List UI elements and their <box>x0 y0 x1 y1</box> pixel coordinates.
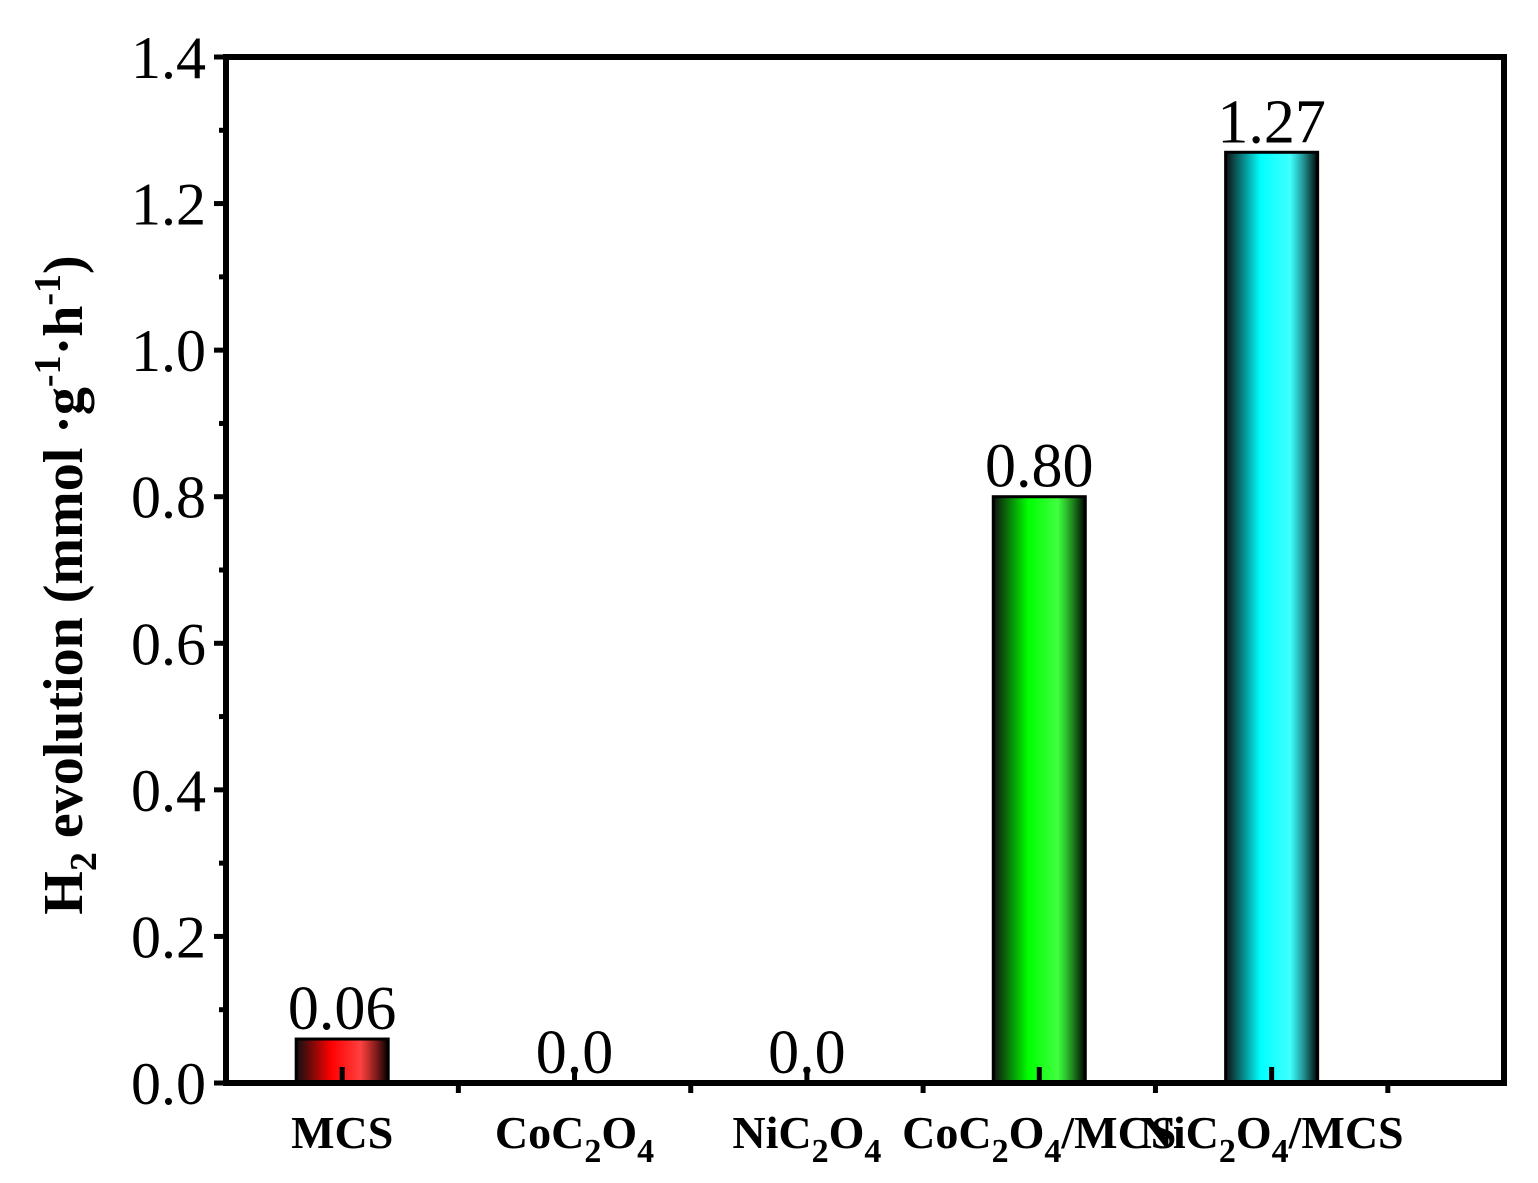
bar-3 <box>991 495 1087 1085</box>
y-tick-label-4: 0.8 <box>131 465 206 531</box>
category-label-1: CoC2O4 <box>495 1107 654 1170</box>
category-label-4: NiC2O4/MCS <box>1140 1107 1404 1170</box>
category-label-2: NiC2O4 <box>732 1107 881 1170</box>
category-label-0: MCS <box>291 1107 393 1158</box>
category-label-3: CoC2O4/MCS <box>902 1107 1176 1170</box>
bar-4 <box>1224 150 1320 1085</box>
y-tick-label-2: 0.4 <box>131 758 206 824</box>
bars-layer <box>294 150 1320 1085</box>
y-tick-label-0: 0.0 <box>131 1051 206 1117</box>
data-label-1: 0.0 <box>536 1019 614 1087</box>
y-tick-label-3: 0.6 <box>131 611 206 677</box>
y-axis-title: H2 evolution (mmol ·g-1·h-1) <box>27 255 105 914</box>
data-label-0: 0.06 <box>288 975 397 1043</box>
y-tick-label-7: 1.4 <box>131 25 206 91</box>
y-tick-label-1: 0.2 <box>131 904 206 970</box>
y-tick-label-6: 1.2 <box>131 172 206 238</box>
axes-layer <box>214 54 1507 1093</box>
labels-layer: 0.06 0.0 0.0 0.80 1.27 0.0 0.2 0.4 0.6 0.8 1.0 1.2 1… <box>27 25 1404 1170</box>
y-tick-label-5: 1.0 <box>131 318 206 384</box>
data-label-3: 0.80 <box>985 433 1094 501</box>
data-label-4: 1.27 <box>1217 88 1326 156</box>
data-label-2: 0.0 <box>768 1019 846 1087</box>
